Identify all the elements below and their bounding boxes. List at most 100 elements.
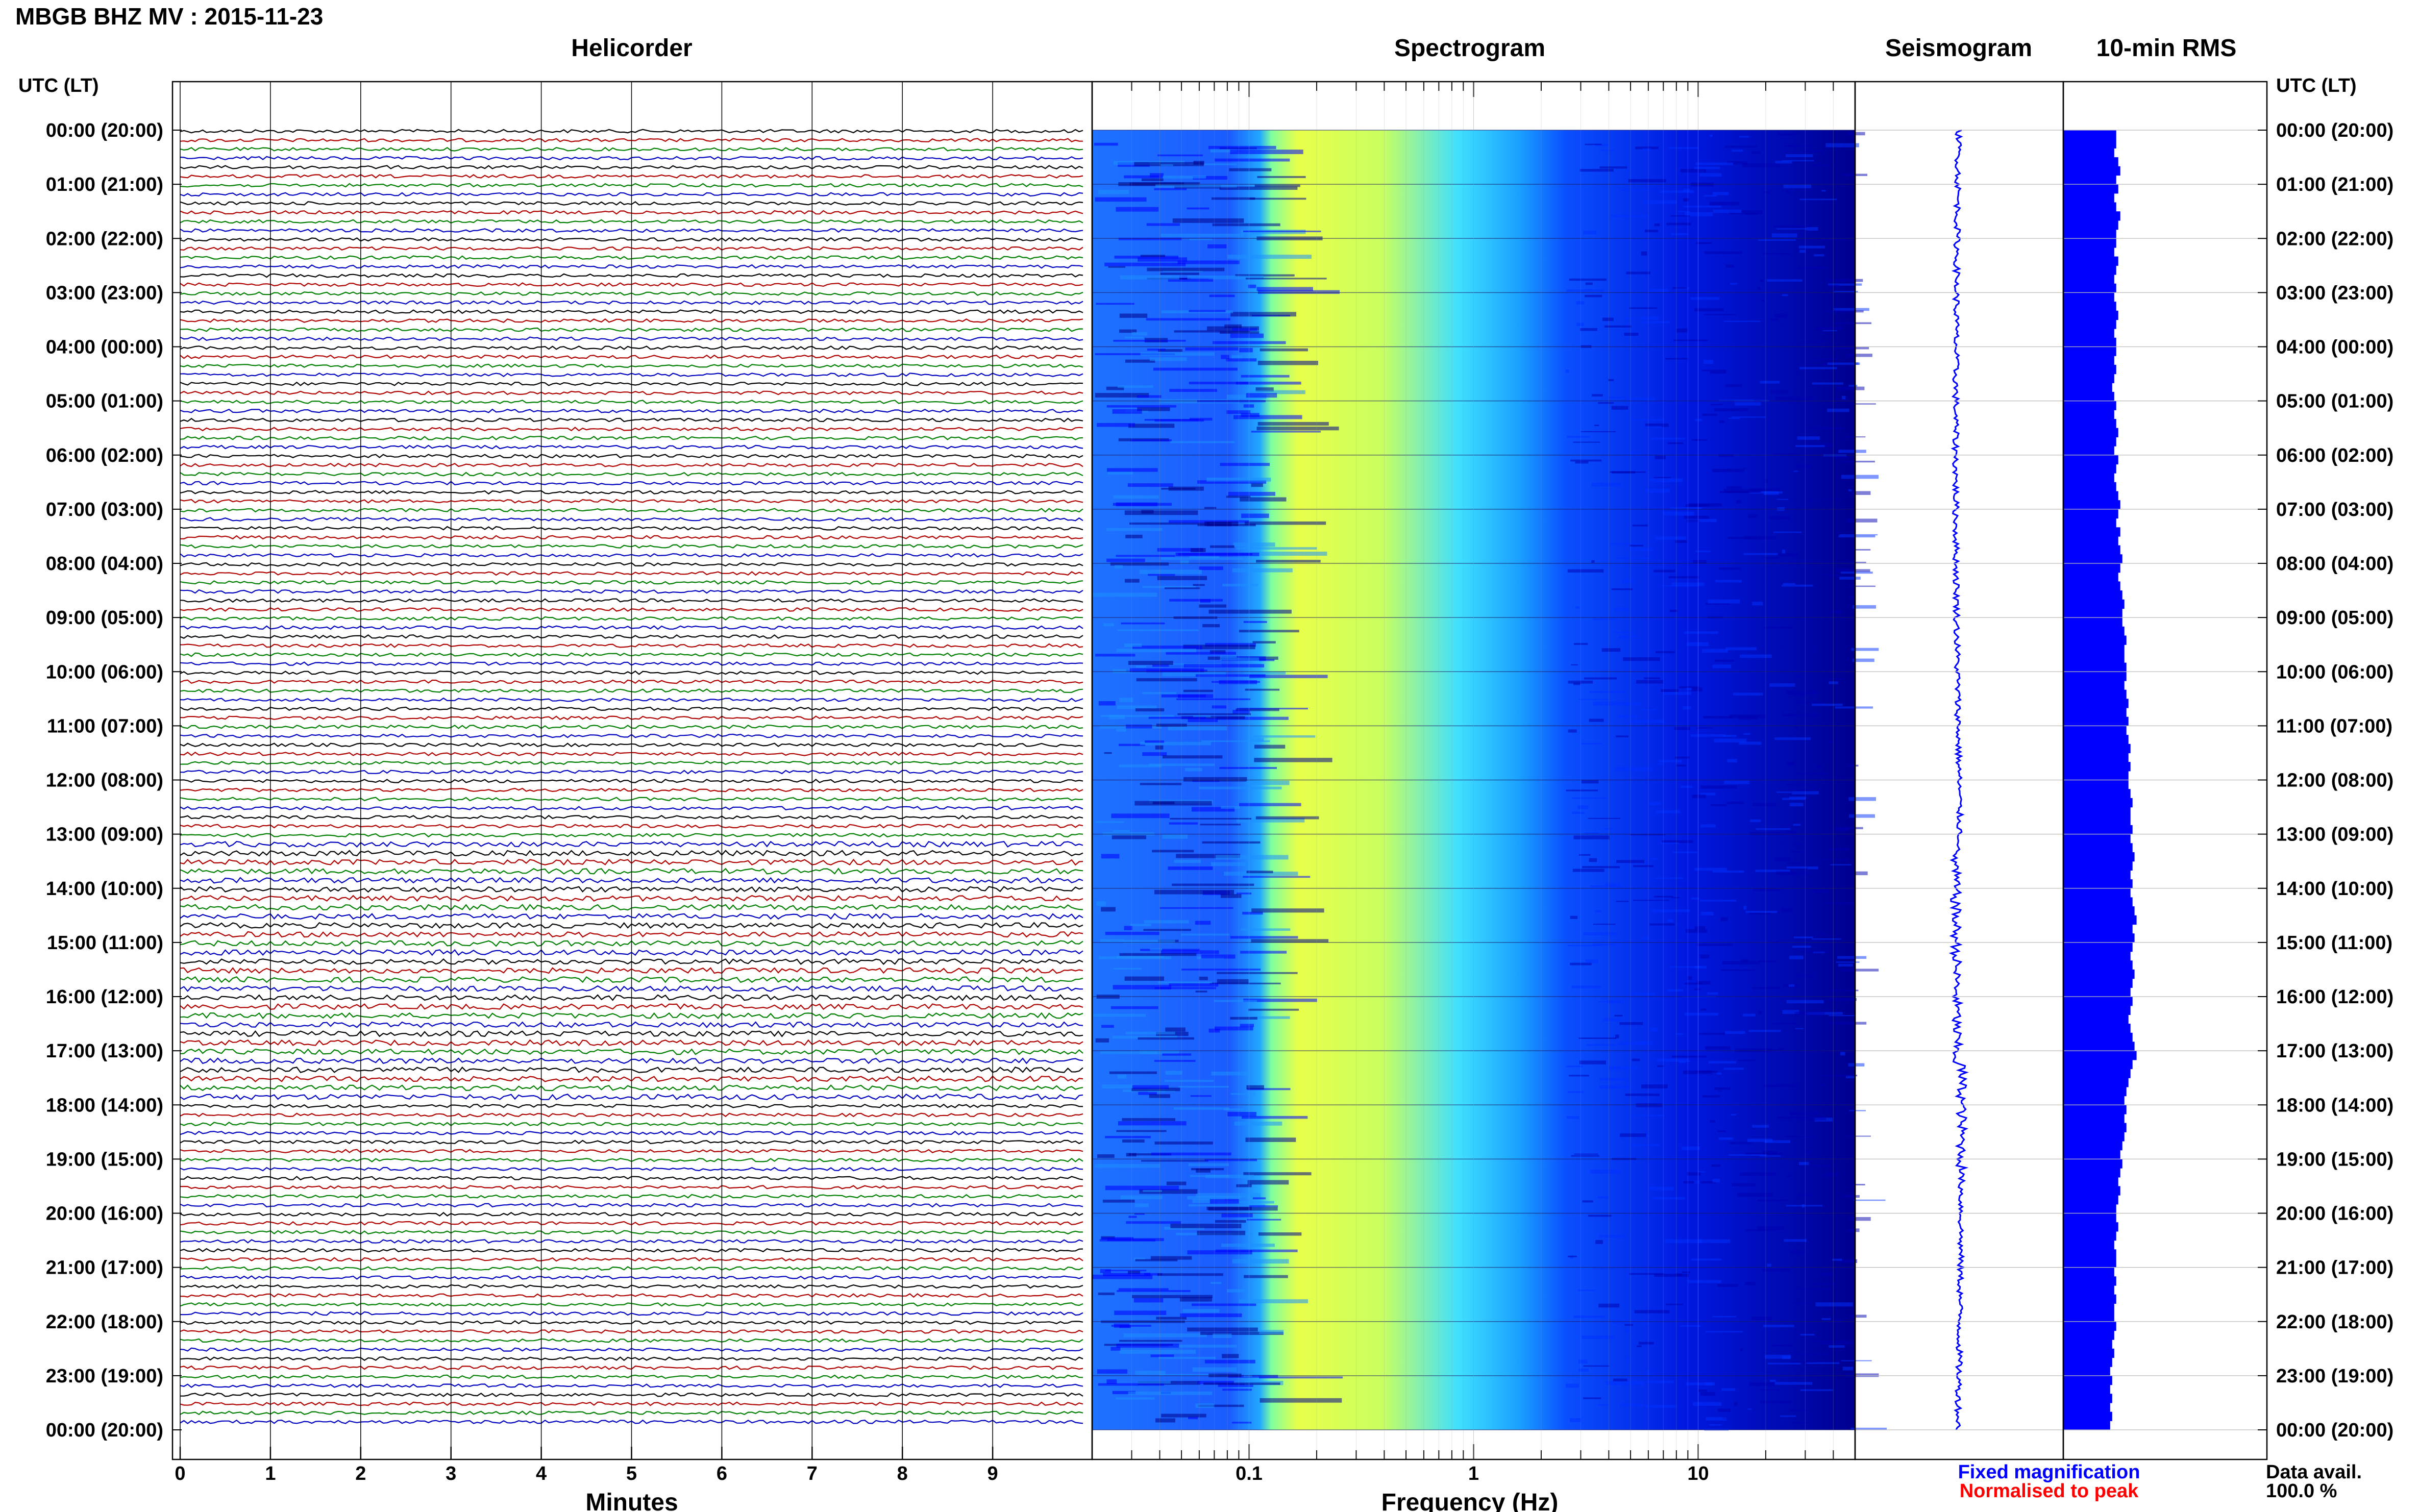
spectrogram-cell	[1649, 923, 1675, 926]
spectrogram-cell	[1650, 437, 1685, 440]
spectrogram-cell	[1704, 314, 1736, 315]
spectrogram-cell	[1579, 1060, 1606, 1064]
spectrogram-cell	[1566, 789, 1598, 791]
spectrogram-cell	[1113, 985, 1172, 989]
spectrogram-cell	[1583, 231, 1597, 235]
rms-bar	[2063, 130, 2116, 140]
spectrogram-cell	[1758, 239, 1796, 241]
rms-bar	[2063, 653, 2125, 663]
spectrogram-cell	[1255, 387, 1274, 392]
spectrogram-cell	[1686, 518, 1717, 522]
spectrogram-cell	[1116, 649, 1197, 653]
spectrogram-cell	[1182, 1309, 1220, 1313]
spectrogram-cell	[1135, 1259, 1178, 1261]
spectrogram-cell	[1719, 420, 1725, 424]
spectrogram-cell	[1214, 1000, 1257, 1002]
right-time-label: 09:00 (05:00)	[2276, 607, 2393, 629]
spectrogram-cell	[1125, 579, 1140, 583]
spectrogram-cell	[1199, 566, 1223, 571]
spectrogram-cell	[1235, 274, 1295, 277]
spectrogram-cell	[1695, 162, 1734, 165]
spectrogram-cell	[1815, 1302, 1853, 1307]
rms-bar	[2063, 1024, 2131, 1033]
spectrogram-cell	[1139, 1189, 1198, 1194]
spectrogram-cell	[1204, 1158, 1257, 1161]
rms-bar	[2063, 645, 2125, 654]
spectrogram-cell	[1229, 168, 1272, 171]
spectrogram-cell	[1243, 876, 1311, 878]
spectrogram-cell	[1101, 1025, 1114, 1028]
spectrogram-cell	[1616, 735, 1629, 737]
spectrogram-cell	[1197, 1381, 1234, 1384]
rms-bar	[2063, 455, 2118, 465]
spectrogram-cell	[1228, 491, 1275, 496]
spectrogram-cell	[1711, 1164, 1721, 1167]
spectrogram-cell	[1813, 1360, 1841, 1362]
spectrogram-cell	[1168, 278, 1213, 282]
spectrogram-image	[1092, 82, 1887, 1459]
spectrogram-cell	[1662, 840, 1693, 843]
spectrogram-cell	[1124, 175, 1163, 179]
spectrogram-cell	[1579, 854, 1591, 856]
spectrogram-cell	[1257, 290, 1340, 294]
spectrogram-cell	[1222, 1389, 1252, 1391]
spectrogram-cell	[1124, 643, 1142, 647]
spectrogram-cell	[1699, 173, 1721, 177]
spectrogram-cell	[1203, 1382, 1280, 1385]
spectrogram-cell	[1218, 1383, 1253, 1387]
spectrogram-cell	[1113, 495, 1159, 499]
rms-bar	[2063, 1213, 2116, 1223]
spectrogram-cell	[1168, 866, 1213, 870]
spectrogram-cell	[1757, 1199, 1788, 1202]
spectrogram-cell	[1192, 1303, 1256, 1306]
spectrogram-cell	[1160, 272, 1199, 275]
spectrogram-cell	[1212, 223, 1280, 227]
spectrogram-cell	[1828, 283, 1862, 286]
spectrogram-cell	[1193, 161, 1204, 165]
spectrogram-cell	[1653, 569, 1675, 573]
spectrogram-cell	[1571, 664, 1578, 665]
spectrogram-cell	[1570, 1418, 1582, 1422]
spectrogram-cell	[1771, 233, 1797, 238]
spectrogram-cell	[1243, 621, 1267, 623]
spectrogram-cell	[1174, 330, 1250, 333]
spectrogram-cell	[1765, 479, 1768, 483]
spectrogram-cell	[1772, 1023, 1796, 1025]
spectrogram-cell	[1246, 781, 1290, 785]
spectrogram-cell	[1232, 710, 1250, 714]
spectrogram-cell	[1794, 372, 1799, 374]
spectrogram-cell	[1850, 403, 1876, 405]
spectrogram-cell	[1568, 1255, 1577, 1257]
spectrogram-cell	[1712, 664, 1732, 668]
spectrogram-cell	[1834, 308, 1869, 311]
spectrogram-cell	[1849, 814, 1875, 818]
spectrogram-cell	[1220, 657, 1260, 660]
spectrogram-cell	[1663, 691, 1691, 695]
spectrogram-cell	[1639, 1041, 1652, 1045]
rms-bar	[2063, 997, 2133, 1006]
spectrogram-cell	[1106, 1379, 1117, 1384]
spectrogram-cell	[1243, 1172, 1312, 1176]
spectrogram-cell	[1774, 313, 1788, 318]
spectrogram-cell	[1712, 468, 1744, 473]
spectrogram-cell	[1854, 871, 1868, 876]
spectrogram-cell	[1749, 832, 1785, 835]
spectrogram-cell	[1679, 1061, 1686, 1063]
spectrogram-cell	[1599, 1235, 1626, 1237]
spectrogram-cell	[1217, 1201, 1274, 1204]
spectrogram-cell	[1745, 213, 1759, 215]
spectrogram-cell	[1726, 801, 1744, 804]
spectrogram-cell	[1649, 478, 1683, 482]
spectrogram-cell	[1706, 1417, 1727, 1421]
spectrogram-cell	[1188, 1204, 1266, 1207]
left-time-label: 09:00 (05:00)	[46, 607, 163, 629]
spectrogram-cell	[1652, 1197, 1685, 1200]
spectrogram-cell	[1733, 692, 1763, 696]
spectrogram-cell	[1135, 1371, 1166, 1375]
spectrogram-cell	[1724, 320, 1761, 322]
spectrogram-cell	[1760, 1400, 1791, 1404]
spectrogram-cell	[1772, 453, 1807, 456]
spectrogram-cell	[1170, 441, 1235, 443]
spectrogram-cell	[1242, 911, 1263, 915]
spectrogram-cell	[1776, 1117, 1803, 1119]
